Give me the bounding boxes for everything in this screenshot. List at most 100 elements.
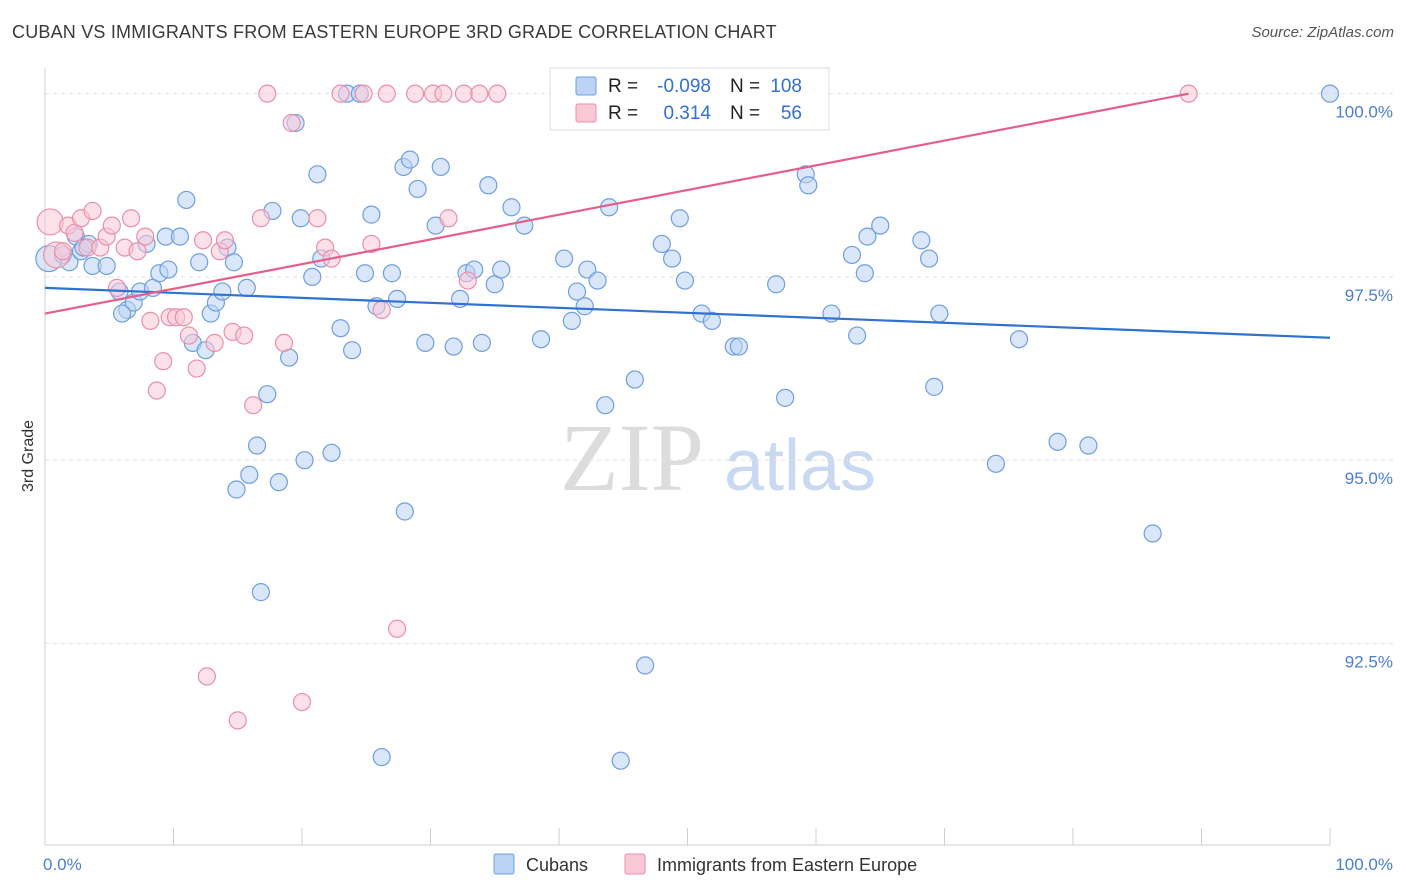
trend-line-immigrants [44,92,1189,315]
point-cubans [395,502,414,521]
point-immigrants [251,209,270,228]
point-cubans [575,297,594,316]
point-immigrants [434,84,453,103]
y-tick-labels: 100.0% 97.5% 95.0% 92.5% [1335,103,1393,672]
watermark-zip: ZIP [560,404,704,511]
point-cubans [652,234,671,254]
legend-n-value-1: 56 [781,103,802,124]
point-immigrants [244,396,263,415]
legend-r-value-0: -0.098 [657,76,711,97]
point-immigrants [439,209,458,228]
point-immigrants [458,271,477,290]
point-cubans [858,227,877,246]
point-cubans [291,209,310,228]
point-cubans [492,260,511,279]
point-cubans [776,388,795,407]
point-cubans [295,451,314,470]
point-cubans [986,454,1006,473]
point-cubans [177,190,196,210]
y-tick-label: 92.5% [1345,652,1393,671]
point-immigrants [282,113,301,133]
point-cubans [1079,436,1098,455]
gridlines [45,93,1393,644]
watermark-atlas: atlas [724,426,876,506]
point-immigrants [331,84,350,103]
point-immigrants [235,326,254,345]
point-immigrants [454,84,474,103]
point-cubans [767,275,786,294]
legend-n-label-0: N = [730,76,760,97]
x-tick-label: 0.0% [43,855,82,874]
point-immigrants [147,381,166,400]
correlation-legend: R = -0.098 N = 108 R = 0.314 N = 56 [549,67,830,131]
point-immigrants [308,209,327,228]
point-cubans [848,326,867,345]
point-cubans [240,465,259,484]
point-cubans [431,157,450,177]
y-tick-label: 100.0% [1335,103,1393,122]
point-immigrants [362,234,381,254]
source-attribution: Source: ZipAtlas.com [1251,24,1394,41]
point-cubans [237,278,256,298]
series-immigrants-eastern-europe [36,84,1198,730]
point-cubans [635,656,655,675]
point-cubans [596,396,615,415]
point-immigrants [372,300,391,319]
point-cubans [308,165,327,184]
legend-label-immigrants: Immigrants from Eastern Europe [657,855,917,875]
point-cubans [567,282,587,301]
point-immigrants [197,667,217,686]
point-cubans [1320,84,1340,103]
point-immigrants [83,201,102,221]
point-immigrants [205,333,224,352]
point-cubans [702,311,722,330]
y-tick-label: 97.5% [1345,286,1393,305]
point-cubans [227,480,246,499]
legend-swatch-cubans-bottom [493,853,515,875]
y-tick-label: 95.0% [1345,469,1393,488]
legend-r-label-0: R = [608,76,638,97]
point-cubans [416,333,435,352]
chart-title: CUBAN VS IMMIGRANTS FROM EASTERN EUROPE … [12,22,777,42]
legend-swatch-cubans [575,76,597,96]
legend-n-value-0: 108 [770,76,802,97]
point-cubans [372,747,391,767]
point-cubans [387,289,407,309]
point-immigrants [187,359,206,378]
legend-r-value-1: 0.314 [663,103,711,124]
point-cubans [925,377,944,396]
point-cubans [1048,432,1067,451]
x-tick-labels: 0.0% 100.0% [43,855,1393,874]
point-cubans [408,179,427,199]
point-cubans [251,583,270,602]
point-immigrants [136,227,155,246]
point-immigrants [128,242,147,261]
point-cubans [444,337,463,356]
point-cubans [247,436,267,455]
point-cubans [662,249,682,268]
point-immigrants [102,216,121,235]
point-immigrants [107,278,127,298]
point-immigrants [387,619,407,638]
point-cubans [322,443,341,462]
point-cubans [562,311,581,330]
point-cubans [159,260,178,279]
point-cubans [675,271,695,290]
point-immigrants [174,308,193,327]
point-immigrants [354,84,373,103]
point-cubans [531,330,551,349]
legend-label-cubans: Cubans [526,855,588,875]
point-cubans [382,264,402,283]
trend-lines [44,92,1331,339]
legend-n-label-1: N = [730,103,760,124]
point-cubans [303,267,322,287]
watermark: ZIP atlas [560,404,876,511]
point-immigrants [405,84,425,103]
legend-swatch-immigrants-bottom [624,853,646,875]
point-cubans [355,264,375,283]
point-immigrants [36,208,64,236]
point-cubans [258,385,277,404]
point-immigrants [228,711,247,730]
point-immigrants [274,333,294,352]
